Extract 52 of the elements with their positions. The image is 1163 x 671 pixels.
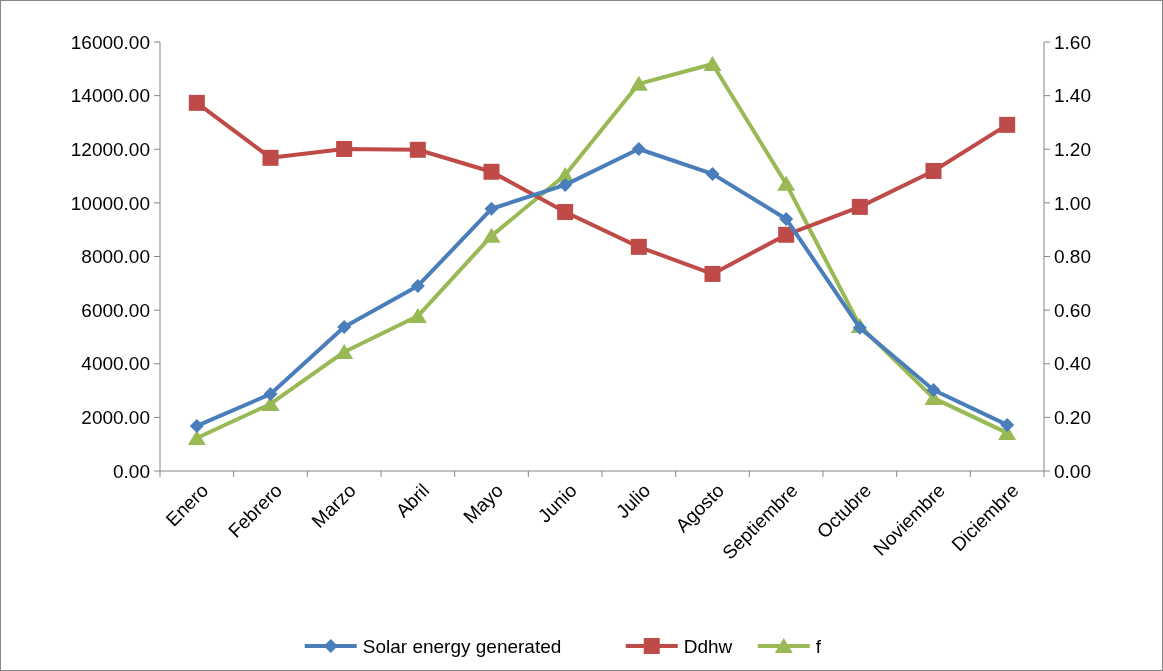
legend-label: Solar energy generated bbox=[362, 635, 562, 657]
point bbox=[409, 141, 426, 158]
y2-tick-label: 0.60 bbox=[1054, 299, 1091, 321]
point bbox=[483, 163, 500, 180]
point bbox=[187, 430, 206, 446]
point bbox=[705, 166, 720, 181]
point bbox=[337, 320, 352, 335]
y-tick-label: 0.00 bbox=[113, 460, 150, 482]
point bbox=[777, 175, 796, 191]
y-tick-label: 16000.00 bbox=[70, 31, 150, 53]
y2-tick-label: 0.40 bbox=[1054, 353, 1091, 375]
y-tick-label: 4000.00 bbox=[81, 353, 150, 375]
y2-tick-label: 0.20 bbox=[1054, 407, 1091, 429]
y2-tick-label: 1.20 bbox=[1054, 138, 1091, 160]
point bbox=[631, 141, 646, 156]
y-tick-label: 10000.00 bbox=[70, 192, 150, 214]
y-tick-label: 6000.00 bbox=[81, 299, 150, 321]
y-tick-label: 8000.00 bbox=[81, 246, 150, 268]
y-tick-label: 14000.00 bbox=[70, 85, 150, 107]
point bbox=[704, 265, 721, 282]
x-tick-label: Julio bbox=[611, 479, 655, 523]
point bbox=[778, 226, 795, 243]
y-tick-label: 2000.00 bbox=[81, 407, 150, 429]
point bbox=[263, 387, 278, 402]
legend-label: Ddhw bbox=[683, 635, 733, 657]
point bbox=[336, 140, 353, 157]
point bbox=[630, 238, 647, 255]
point bbox=[410, 278, 425, 293]
y2-tick-label: 0.80 bbox=[1054, 246, 1091, 268]
y2-tick-label: 1.40 bbox=[1054, 85, 1091, 107]
y2-tick-label: 1.00 bbox=[1054, 192, 1091, 214]
y2-tick-label: 1.60 bbox=[1054, 31, 1091, 53]
point bbox=[335, 343, 354, 359]
point bbox=[484, 201, 499, 216]
point bbox=[925, 162, 942, 179]
legend-label: f bbox=[815, 635, 822, 657]
point bbox=[188, 94, 205, 111]
point bbox=[408, 308, 427, 324]
point bbox=[558, 177, 573, 192]
point bbox=[779, 211, 794, 226]
point bbox=[482, 227, 501, 243]
point bbox=[703, 55, 722, 71]
point bbox=[557, 203, 574, 220]
point bbox=[999, 116, 1016, 133]
y2-tick-label: 0.00 bbox=[1054, 460, 1091, 482]
point bbox=[189, 418, 204, 433]
point bbox=[1000, 417, 1015, 432]
y-tick-label: 12000.00 bbox=[70, 138, 150, 160]
point bbox=[629, 75, 648, 91]
point bbox=[926, 383, 941, 398]
point bbox=[851, 198, 868, 215]
point bbox=[262, 149, 279, 166]
